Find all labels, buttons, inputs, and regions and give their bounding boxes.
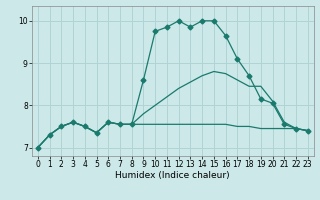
X-axis label: Humidex (Indice chaleur): Humidex (Indice chaleur) <box>116 171 230 180</box>
